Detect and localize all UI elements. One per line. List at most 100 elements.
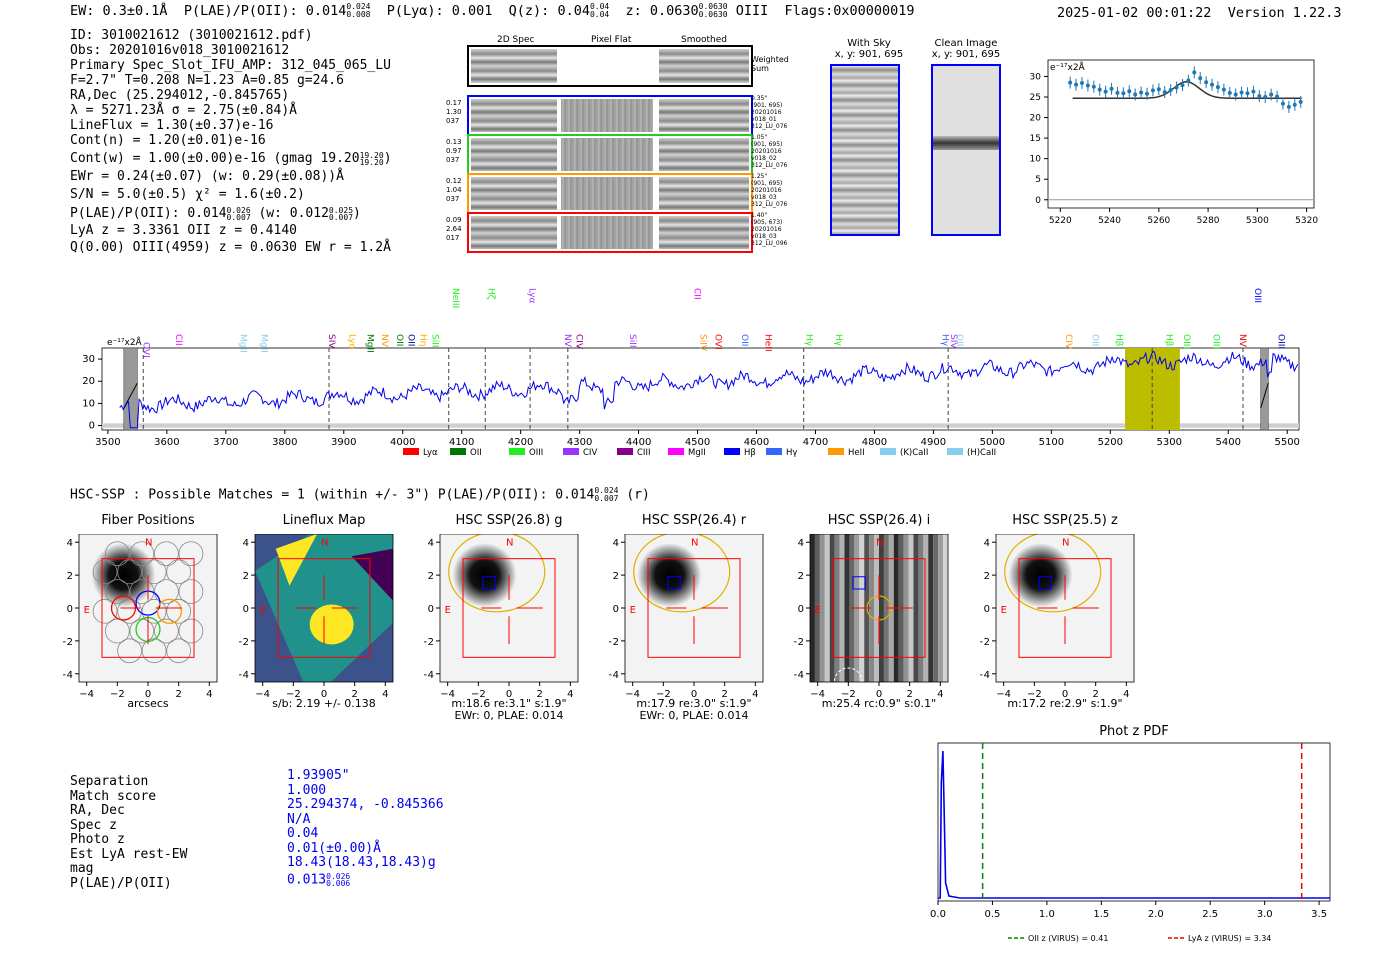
panel-xtick-label: −4 xyxy=(996,689,1011,700)
search-box xyxy=(1018,558,1112,658)
photz-xtick-label: 3.5 xyxy=(1311,909,1327,920)
match-value: 1.93905" xyxy=(287,768,350,783)
spec-line-label: OII xyxy=(1090,334,1100,346)
spec-xtick-label: 4000 xyxy=(390,437,415,448)
plae-upper: 0.024 xyxy=(346,2,371,11)
zoom-data-point xyxy=(1068,80,1073,85)
panel-xtick-label: 4 xyxy=(206,689,212,700)
match-table-labels: Separation Match score RA, Dec Spec z Photo … xyxy=(70,774,187,891)
compass-e: E xyxy=(445,605,451,616)
zoom-frame xyxy=(1047,59,1315,209)
hsc-band: (r) xyxy=(626,487,650,503)
zoom-data-point xyxy=(1186,78,1191,83)
lineflux-hot xyxy=(275,534,318,586)
zoom-data-point xyxy=(1280,101,1285,106)
iband-stripe xyxy=(938,534,944,682)
panel-caption-2: EWr: 0, PLAE: 0.014 xyxy=(639,709,749,722)
info-ewr: EWr = 0.24(±0.07) (w: 0.29(±0.08))Å xyxy=(70,169,344,184)
panel-ytick-label: −2 xyxy=(63,637,73,648)
cutout-right-3: 1.40" (905, 673) 20201016 v018_03 312_LU_096 xyxy=(751,212,801,247)
match-plae: 0.013 xyxy=(287,872,327,887)
plae2-lower: 0.007 xyxy=(226,212,251,222)
cutout-right-val: 20201016 xyxy=(751,109,782,116)
photz-pdf-curve xyxy=(938,750,1330,899)
z-lower: 0.0630 xyxy=(698,10,728,19)
zoom-data-point xyxy=(1150,88,1155,93)
spec-flux-line xyxy=(119,351,1299,429)
zoom-data-point xyxy=(1239,90,1244,95)
panel-ytick-label: −4 xyxy=(424,670,434,681)
spec-xtick-label: 4600 xyxy=(744,437,769,448)
fiber-circle xyxy=(166,598,192,624)
panel-xtick-label: −2 xyxy=(656,689,671,700)
hsc-summary: HSC-SSP : Possible Matches = 1 (within +… xyxy=(70,487,650,503)
panel-ytick-label: 2 xyxy=(428,571,434,582)
panel-xtick-label: −2 xyxy=(1027,689,1042,700)
info-lambda: λ = 5271.23Å σ = 2.75(±0.84)Å xyxy=(70,103,297,118)
match-label: Separation xyxy=(70,774,149,789)
spec-xtick-label: 5200 xyxy=(1098,437,1123,448)
spec-line-label: CIV xyxy=(574,334,584,350)
spec-xtick-label: 4200 xyxy=(508,437,533,448)
iband-stripe xyxy=(824,534,830,682)
spec-mask-hatch xyxy=(1260,382,1269,409)
summary-header: EW: 0.3±0.1Å P(LAE)/P(OII): 0.0140.024 0.… xyxy=(70,2,915,20)
cutout-right-val: (905, 673) xyxy=(751,219,783,226)
panel-xtick-label: −4 xyxy=(440,689,455,700)
cutout-left-3: 0.09 2.64 017 xyxy=(446,216,466,243)
iband-stripe xyxy=(839,534,845,682)
spec-line-label: MgII xyxy=(364,334,374,353)
photz-xtick-label: 0.5 xyxy=(984,909,1000,920)
spec-xtick-label: 4400 xyxy=(626,437,651,448)
cutout-right-val: 1.25" xyxy=(751,173,768,180)
contw-text: Cont(w) = 1.00(±0.00)e-16 (gmag 19.20 xyxy=(70,151,360,166)
plae2-text: P(LAE)/P(OII): 0.014 xyxy=(70,206,227,221)
spec-line-label: OVI xyxy=(712,334,722,350)
detection-info: ID: 3010021612 (3010021612.pdf) Obs: 202… xyxy=(70,28,392,255)
panel-xtick-label: 2 xyxy=(536,689,542,700)
spec-masked-region xyxy=(123,347,138,431)
fiber-circle xyxy=(104,541,130,567)
full-spectrum: 3500 3600 3700 3800 3900 4000 4100 4200 4300 4400… xyxy=(82,288,1310,458)
panel-ytick-label: −4 xyxy=(794,670,804,681)
zoom-ytick-label: 20 xyxy=(1030,114,1042,124)
zoom-data-point xyxy=(1145,91,1150,96)
catalog-marker xyxy=(1038,576,1052,590)
zoom-xtick-label: 5240 xyxy=(1098,216,1121,226)
panel-xtick-label: −4 xyxy=(625,689,640,700)
weighted-sum-cutout xyxy=(467,45,753,87)
legend-label: CIV xyxy=(583,448,597,458)
panel-ytick-label: 0 xyxy=(428,604,434,615)
col-title-2dspec: 2D Spec xyxy=(497,35,535,45)
plae2-w: (w: 0.012 xyxy=(258,206,329,221)
legend-swatch xyxy=(766,448,782,455)
zoom-data-point xyxy=(1215,85,1220,90)
zoom-xtick-label: 5280 xyxy=(1197,216,1220,226)
cutout-flat-1 xyxy=(561,138,653,171)
panel-image: N E −4 −2 0 2 4 4 2 0 −2 −4 xyxy=(63,534,218,700)
panel-ytick-label: −4 xyxy=(239,670,249,681)
zoom-data-point xyxy=(1210,82,1215,87)
panel-caption-1: m:25.4 rc:0.9" s:0.1" xyxy=(821,697,937,710)
iband-stripe xyxy=(869,534,875,682)
info-lineflux: LineFlux = 1.30(±0.37)e-16 xyxy=(70,118,274,133)
spec-line-label: CII xyxy=(173,334,183,346)
panel-caption-1: m:17.9 re:3.0" s:1.9" xyxy=(636,697,752,710)
panel-image: N E −4 −2 0 2 4 4 2 0 −2 −4 xyxy=(239,534,394,700)
panel-xtick-label: 4 xyxy=(937,689,943,700)
panel-xtick-label: 0 xyxy=(876,689,882,700)
spec-line-label: Hζ xyxy=(485,288,495,300)
panel-ytick-label: 4 xyxy=(798,538,804,549)
match-value: 25.294374, -0.845366 xyxy=(287,797,444,812)
clean-title-text: Clean Image xyxy=(934,38,998,49)
plya-value: P(Lyα): 0.001 xyxy=(386,3,493,19)
legend-label: (H)CaII xyxy=(967,448,996,458)
panel-xtick-label: 0 xyxy=(506,689,512,700)
photz-legend-oii: OII z (VIRUS) = 0.41 xyxy=(1028,934,1108,943)
match-value: 0.04 xyxy=(287,826,319,841)
legend-swatch xyxy=(668,448,684,455)
spec-line-label: MgII xyxy=(258,334,268,353)
compass-e: E xyxy=(815,605,821,616)
sky-title: With Sky x, y: 901, 695 xyxy=(829,38,909,60)
info-lya: LyA z = 3.3361 OII z = 0.4140 xyxy=(70,223,297,238)
